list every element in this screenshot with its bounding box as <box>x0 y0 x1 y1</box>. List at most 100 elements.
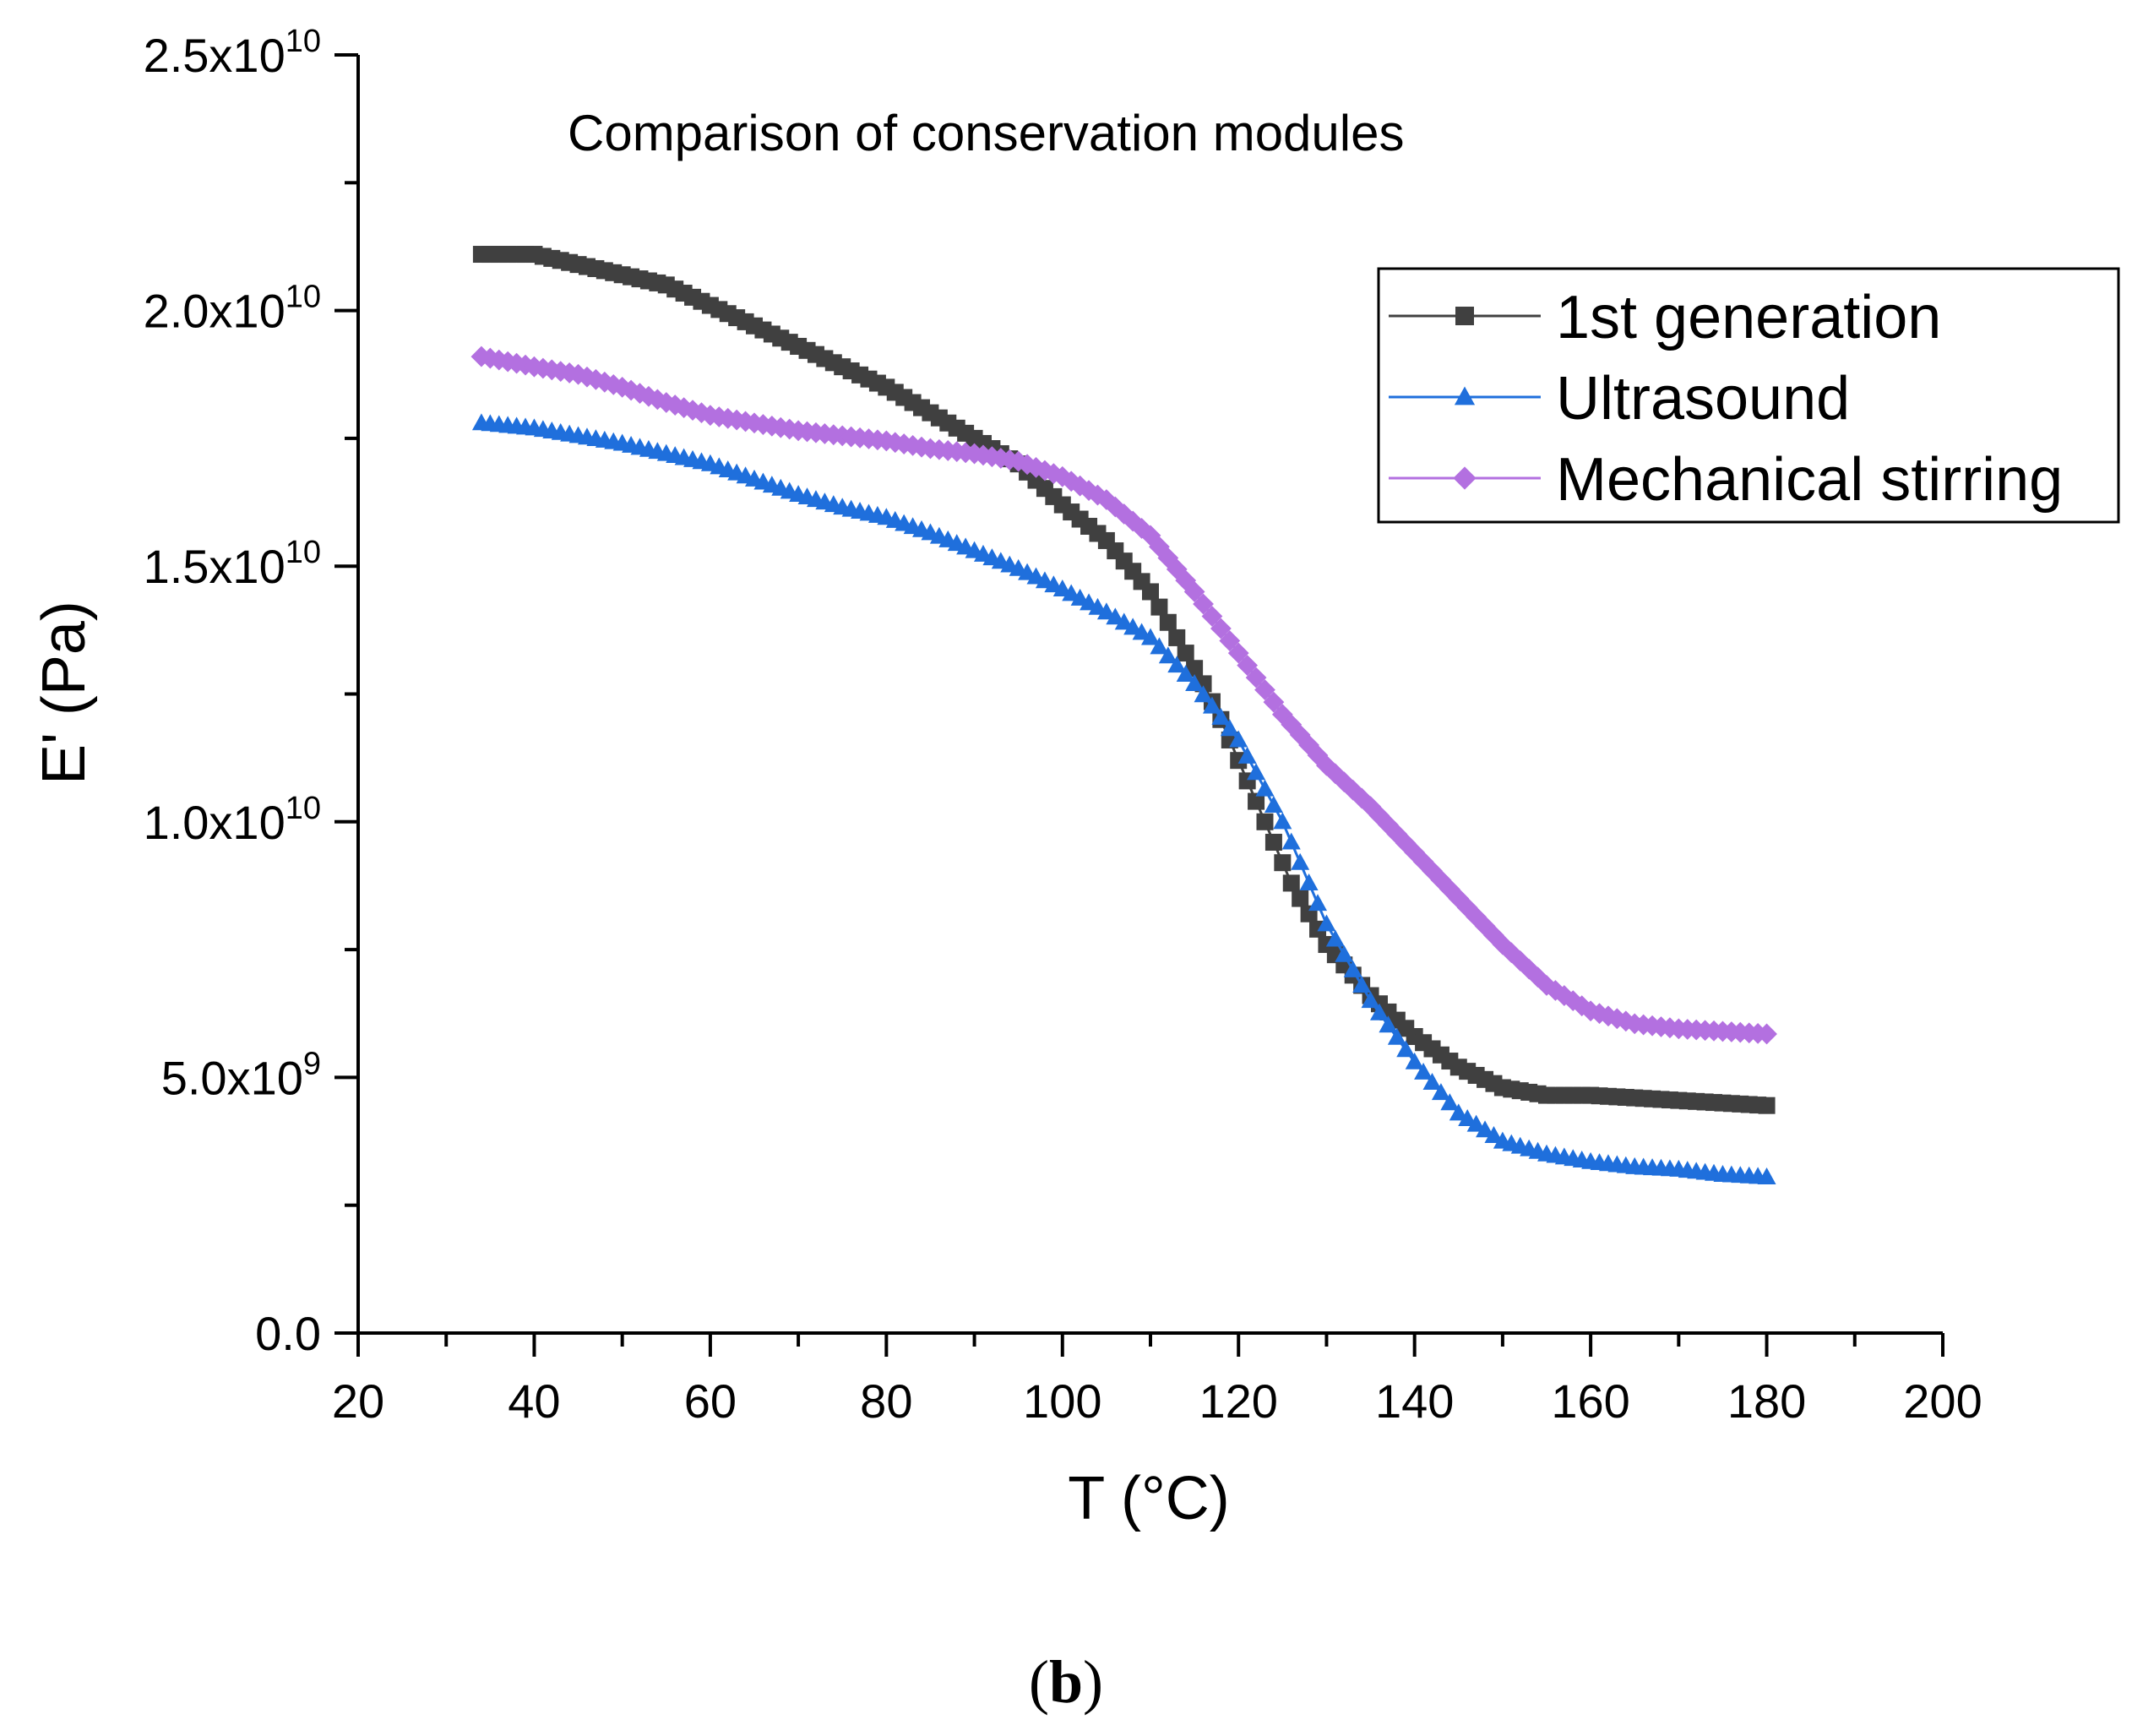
data-point <box>1317 914 1336 932</box>
data-point <box>1264 796 1283 813</box>
data-point <box>514 354 536 376</box>
data-point <box>1299 873 1319 890</box>
x-tick-label: 120 <box>1199 1374 1278 1428</box>
data-point <box>1069 475 1091 497</box>
x-tick-label: 160 <box>1551 1374 1629 1428</box>
data-point <box>1210 618 1232 639</box>
data-point <box>1615 1010 1637 1032</box>
data-point <box>1114 612 1134 630</box>
data-point <box>1361 991 1380 1009</box>
data-point <box>1176 665 1195 683</box>
series-1st-generation <box>472 246 1776 1114</box>
data-point <box>1194 685 1213 703</box>
data-point <box>1282 874 1300 892</box>
data-point <box>1254 679 1275 701</box>
legend-item: Mechanical stirring <box>1389 446 2063 514</box>
data-point <box>1142 583 1159 601</box>
data-point <box>1248 792 1265 810</box>
data-point <box>1202 696 1221 714</box>
legend-marker <box>1455 307 1474 325</box>
y-tick-label: 0.0 <box>255 1307 321 1360</box>
data-point <box>1553 985 1575 1006</box>
data-point <box>1527 966 1548 988</box>
series-line <box>481 422 1767 1178</box>
panel-label: (b) <box>1029 1648 1103 1716</box>
data-point <box>488 349 510 371</box>
data-point <box>1273 812 1292 830</box>
data-point <box>568 363 589 385</box>
data-point <box>1758 1097 1776 1114</box>
data-point <box>1123 618 1143 635</box>
data-point <box>1483 924 1504 946</box>
data-point <box>1396 1040 1416 1058</box>
legend: 1st generation Ultrasound Mechanical stirr… <box>1377 267 2120 524</box>
data-point <box>1211 707 1231 725</box>
y-tick-label: 1.5x1010 <box>144 535 321 593</box>
data-point <box>602 373 624 395</box>
data-point <box>1159 613 1177 631</box>
series-ultrasound <box>471 413 1776 1184</box>
data-point <box>1404 841 1426 863</box>
data-point <box>1466 1114 1486 1132</box>
data-point <box>1379 1015 1398 1033</box>
data-point <box>1247 763 1266 781</box>
data-point <box>1113 503 1135 525</box>
data-point <box>1150 637 1169 655</box>
x-tick-label: 80 <box>860 1374 912 1428</box>
data-point <box>1185 673 1205 691</box>
data-point <box>1440 1093 1460 1111</box>
plot-area <box>470 246 1777 1184</box>
data-point <box>1106 607 1125 625</box>
data-point <box>1175 569 1197 591</box>
legend-item: Ultrasound <box>1389 365 1850 433</box>
axes: 20 40 60 80 100 120 140 160 180 200 0.0 5.0x109 1.0x… <box>144 24 1982 1428</box>
data-point <box>1316 754 1337 776</box>
data-point <box>1150 598 1168 616</box>
data-point <box>1229 730 1248 748</box>
data-point <box>1096 602 1116 620</box>
data-point <box>1757 1167 1776 1184</box>
data-point <box>1237 746 1257 764</box>
data-point <box>1263 691 1285 713</box>
y-axis-title: E' (Pa) <box>30 601 98 785</box>
data-point <box>1193 593 1214 615</box>
data-point <box>1405 1052 1424 1069</box>
data-point <box>1025 456 1047 478</box>
data-point <box>1545 980 1566 1001</box>
data-point <box>1291 852 1310 870</box>
data-point <box>1343 960 1362 977</box>
data-point <box>1132 623 1151 640</box>
y-tick-label: 5.0x109 <box>161 1046 321 1104</box>
data-point <box>1186 660 1204 678</box>
data-point <box>1378 814 1399 835</box>
data-point <box>1414 1062 1433 1080</box>
data-point <box>1141 628 1160 645</box>
data-point <box>1449 1103 1468 1121</box>
data-point <box>1360 796 1381 818</box>
data-point <box>1571 995 1593 1017</box>
data-point <box>1255 779 1275 797</box>
data-point <box>1342 779 1364 801</box>
data-point <box>1756 1023 1777 1045</box>
x-tick-label: 100 <box>1023 1374 1101 1428</box>
data-point <box>1298 734 1319 756</box>
data-point <box>1439 879 1460 901</box>
legend-marker <box>1454 386 1476 405</box>
data-point <box>1122 510 1144 532</box>
data-point <box>1183 581 1205 602</box>
legend-label: 1st generation <box>1556 284 1941 351</box>
data-point <box>1060 471 1082 493</box>
data-point <box>479 347 501 369</box>
data-point <box>576 366 598 388</box>
data-point <box>1227 642 1249 664</box>
data-point <box>1256 813 1274 830</box>
y-tick-label: 1.0x1010 <box>144 791 321 849</box>
x-tick-label: 60 <box>684 1374 737 1428</box>
data-point <box>1281 832 1301 850</box>
data-point <box>1476 1120 1495 1138</box>
data-point <box>1289 724 1311 746</box>
data-point <box>1220 719 1239 737</box>
data-point <box>1158 646 1177 664</box>
data-point <box>1149 536 1170 558</box>
